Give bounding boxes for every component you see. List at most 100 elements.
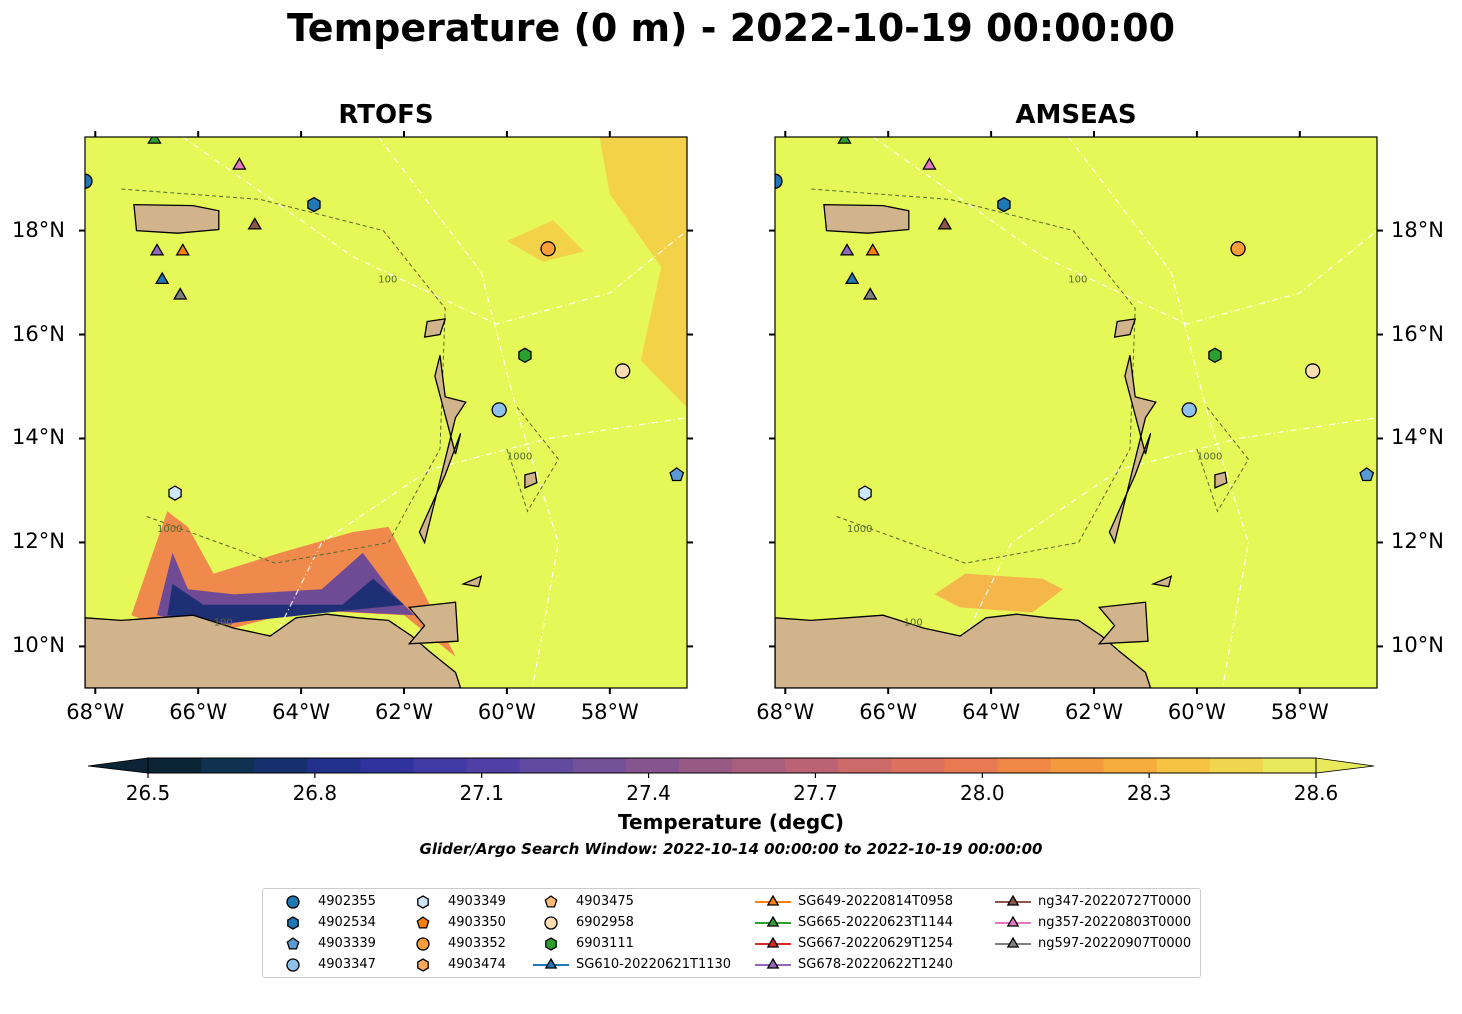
landmass	[85, 613, 462, 688]
colorbar-swatch	[1050, 758, 1105, 773]
legend-label: 4902534	[318, 915, 376, 930]
legend-symbol	[1006, 915, 1020, 927]
eez-boundary-line	[939, 417, 1377, 688]
legend-label: 4903347	[318, 957, 376, 972]
legend: 4902355 4902534 4903339 4903347 4903349 49033…	[262, 888, 1201, 978]
obs-marker-6902958	[1305, 363, 1321, 379]
obs-marker-4903349	[858, 485, 872, 501]
legend-marker-icon	[995, 894, 1031, 906]
obs-marker-4903347	[1181, 402, 1197, 418]
lon-tick-label: 66°W	[169, 700, 228, 724]
legend-marker-icon	[417, 895, 429, 909]
temperature-anomaly-patch	[167, 578, 404, 623]
legend-marker-icon	[995, 915, 1031, 927]
obs-marker-6903111	[1208, 347, 1222, 364]
legend-symbol	[544, 916, 558, 930]
obs-marker-4902534	[307, 196, 321, 213]
colorbar-extend-low	[87, 757, 149, 774]
legend-symbol	[766, 957, 780, 969]
colorbar-swatch	[201, 758, 255, 773]
temperature-anomaly-patch	[506, 220, 585, 262]
legend-label: SG667-20220629T1254	[798, 936, 954, 951]
colorbar-tick-label: 27.1	[459, 781, 504, 805]
obs-marker-SG665-20220623T1144	[147, 137, 162, 144]
legend-symbol	[544, 957, 558, 969]
legend-marker-icon	[417, 958, 429, 972]
obs-marker-ng597-20220907T0000	[172, 287, 188, 300]
landmass	[775, 613, 1152, 688]
colorbar-tick-label: 26.8	[292, 781, 338, 805]
colorbar-extend-high	[1315, 757, 1375, 774]
legend-symbol	[1006, 936, 1020, 948]
legend-symbol	[287, 916, 299, 930]
colorbar	[87, 757, 1375, 778]
lat-tick-label: 12°N	[1391, 529, 1444, 554]
legend-marker-icon	[416, 916, 430, 929]
legend-symbol	[544, 895, 558, 908]
legend-symbol	[286, 958, 300, 972]
lon-tick-label: 64°W	[962, 700, 1021, 724]
landmass	[1214, 471, 1228, 489]
colorbar-swatch	[413, 758, 468, 773]
search-window-note: Glider/Argo Search Window: 2022-10-14 00…	[419, 840, 1043, 858]
colorbar-swatch	[678, 758, 733, 773]
obs-marker-6902958	[615, 363, 631, 379]
contour-label: 1000	[157, 524, 182, 535]
legend-symbol	[417, 895, 429, 909]
legend-symbol	[1006, 894, 1020, 906]
legend-symbol	[766, 894, 780, 906]
legend-symbol	[416, 937, 430, 951]
legend-marker-icon	[287, 916, 299, 930]
contour-label: 100	[1068, 275, 1087, 286]
colorbar-swatch	[891, 758, 945, 773]
map-rtofs: 100 1000 100 1000	[79, 131, 693, 694]
eez-boundary-line	[377, 137, 560, 688]
landmass	[423, 318, 447, 338]
legend-symbol	[766, 915, 780, 927]
colorbar-swatch	[360, 758, 414, 773]
colorbar-tick-label: 26.5	[125, 781, 171, 805]
temperature-anomaly-patch	[599, 137, 687, 408]
legend-marker-icon	[755, 957, 791, 969]
legend-symbol	[766, 936, 780, 948]
contour-label: 1000	[507, 451, 532, 462]
colorbar-swatch	[732, 758, 786, 773]
colorbar-tick-label: 28.3	[1126, 781, 1172, 805]
legend-symbol	[286, 937, 300, 950]
contour-label: 1000	[1197, 451, 1222, 462]
obs-marker-SG665-20220623T1144	[837, 137, 852, 144]
obs-marker-4903352	[540, 241, 556, 257]
landmass	[1150, 575, 1173, 588]
obs-marker-ng347-20220727T0000	[247, 217, 263, 230]
landmass	[1113, 318, 1137, 338]
contour-label: 100	[214, 618, 233, 629]
colorbar-tick-label: 28.0	[960, 781, 1005, 805]
legend-label: 4903474	[448, 957, 506, 972]
obs-marker-ng357-20220803T0000	[922, 157, 937, 170]
lon-tick-label: 66°W	[859, 700, 918, 724]
obs-marker-ng357-20220803T0000	[232, 157, 247, 170]
legend-label: 6903111	[576, 936, 634, 951]
legend-label: 4903349	[448, 894, 506, 909]
obs-marker-6903111	[518, 347, 532, 364]
obs-marker-4903352	[1230, 241, 1246, 257]
legend-label: SG610-20220621T1130	[576, 957, 732, 972]
legend-label: ng597-20220907T0000	[1038, 936, 1192, 951]
colorbar-swatch	[944, 758, 998, 773]
colorbar-tick-label: 27.4	[626, 781, 671, 805]
colorbar-frame	[147, 757, 1317, 774]
landmass	[460, 575, 483, 588]
obs-marker-ng597-20220907T0000	[862, 287, 878, 300]
legend-marker-icon	[533, 957, 569, 969]
obs-marker-SG649-20220814T0958	[175, 243, 190, 256]
eez-boundary-line	[249, 417, 687, 688]
obs-marker-4902355	[85, 173, 93, 189]
legend-symbol	[545, 937, 557, 951]
legend-marker-icon	[545, 937, 557, 951]
obs-marker-4903339	[669, 467, 685, 482]
obs-marker-4902534	[997, 196, 1011, 213]
map-amseas: 100 1000 100 1000	[769, 131, 1383, 694]
legend-marker-icon	[755, 915, 791, 927]
obs-marker-4902355	[775, 173, 783, 189]
map-frame	[774, 136, 1378, 689]
